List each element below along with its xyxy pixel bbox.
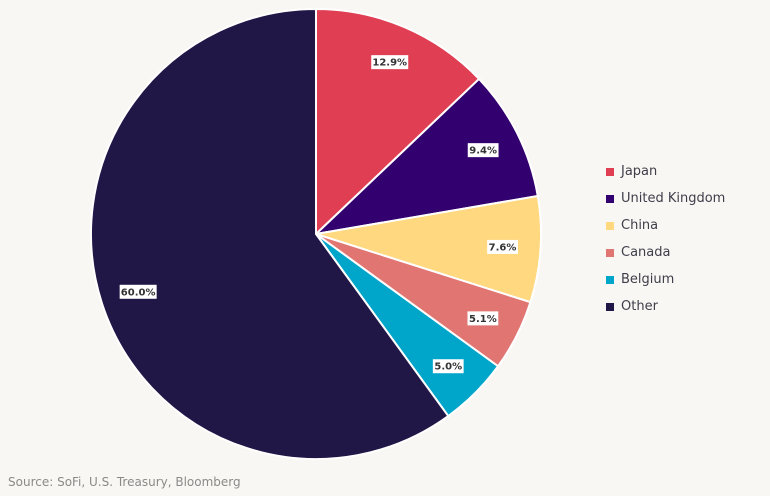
slice-united-kingdom — [312, 77, 539, 236]
chart-legend: Japan United Kingdom China Canada Belgium Oth… — [606, 158, 725, 320]
legend-swatch-china — [606, 221, 614, 230]
legend-item-belgium: Belgium — [606, 266, 725, 293]
legend-swatch-other — [606, 302, 614, 311]
slice-other — [90, 7, 450, 460]
legend-label-japan: Japan — [621, 164, 658, 179]
data-label-china: 7.6% — [487, 239, 518, 254]
legend-swatch-japan — [606, 167, 614, 176]
legend-label-china: China — [621, 218, 659, 233]
pie-slices — [90, 7, 542, 460]
slice-china — [315, 194, 542, 304]
legend-swatch-canada — [606, 248, 614, 257]
pie-data-labels: 12.9% 9.4% 7.6% 5.1% 5.0% 60.0% — [119, 55, 518, 374]
data-label-japan: 12.9% — [371, 55, 409, 70]
data-label-box-belgium — [432, 359, 464, 374]
data-label-box-japan — [371, 55, 409, 70]
data-label-text-other: 60.0% — [121, 287, 156, 298]
legend-swatch-united-kingdom — [606, 194, 614, 203]
legend-label-belgium: Belgium — [621, 272, 675, 287]
legend-item-japan: Japan — [606, 158, 725, 185]
legend-label-other: Other — [621, 299, 658, 314]
legend-label-united-kingdom: United Kingdom — [621, 191, 726, 206]
data-label-box-canada — [467, 311, 499, 326]
legend-label-canada: Canada — [621, 245, 671, 260]
data-label-text-japan: 12.9% — [372, 58, 407, 69]
data-label-box-united-kingdom — [467, 143, 499, 158]
legend-swatch-belgium — [606, 275, 614, 284]
data-label-belgium: 5.0% — [432, 359, 464, 374]
legend-item-united-kingdom: United Kingdom — [606, 185, 725, 212]
data-label-united-kingdom: 9.4% — [467, 143, 499, 158]
legend-item-china: China — [606, 212, 725, 239]
data-label-text-united-kingdom: 9.4% — [469, 146, 497, 157]
slice-japan — [315, 7, 481, 237]
source-note: Source: SoFi, U.S. Treasury, Bloomberg — [8, 475, 241, 489]
legend-item-canada: Canada — [606, 239, 725, 266]
data-label-text-china: 7.6% — [489, 242, 517, 253]
data-label-canada: 5.1% — [467, 311, 499, 326]
legend-item-other: Other — [606, 293, 725, 320]
data-label-text-belgium: 5.0% — [434, 362, 462, 373]
data-label-box-other — [119, 284, 157, 299]
data-label-text-canada: 5.1% — [469, 314, 497, 325]
data-label-box-china — [487, 239, 518, 254]
data-label-other: 60.0% — [119, 284, 157, 299]
